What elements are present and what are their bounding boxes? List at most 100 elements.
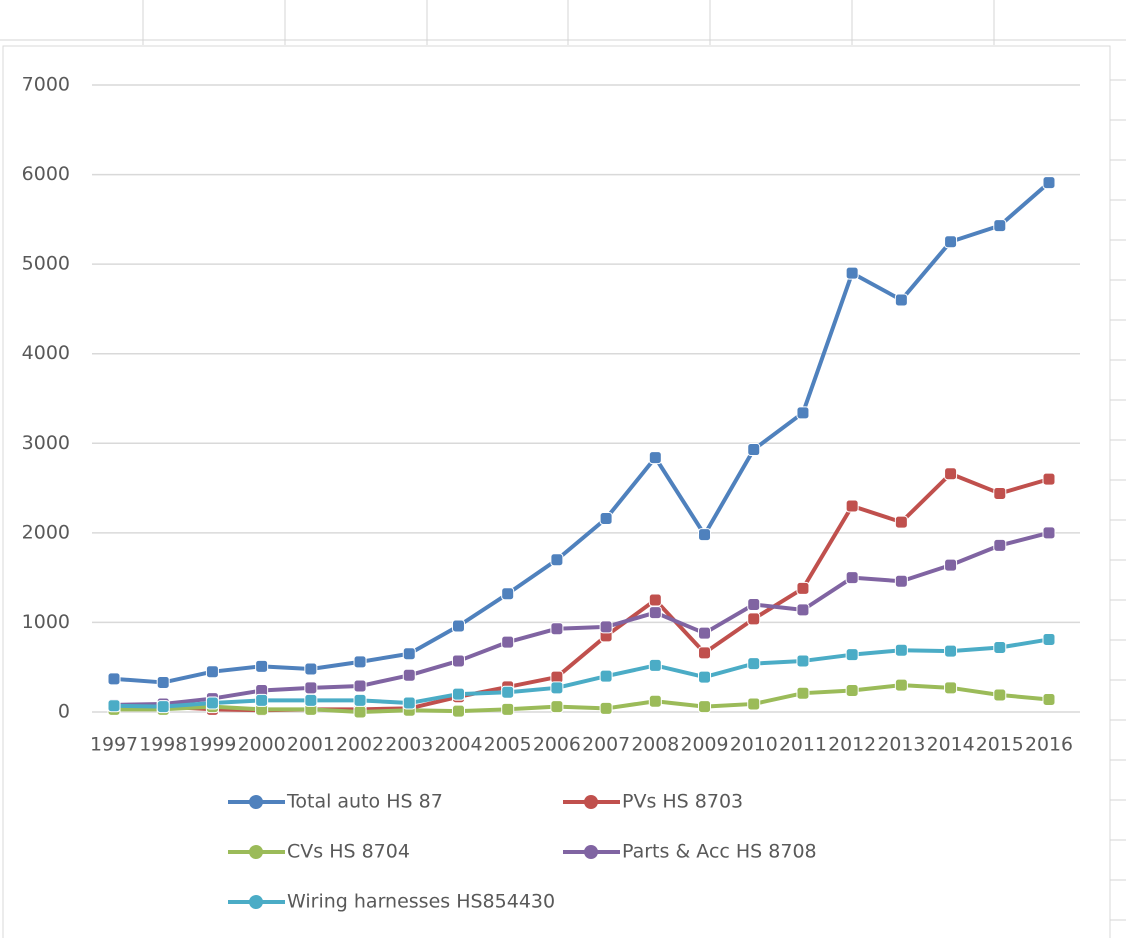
data-point	[944, 644, 958, 658]
data-point	[550, 681, 564, 695]
y-tick-label: 5000	[22, 253, 70, 275]
x-tick-label: 2014	[927, 734, 975, 756]
x-tick-label: 2008	[631, 734, 679, 756]
data-point	[993, 688, 1007, 702]
data-point	[550, 700, 564, 714]
data-point	[501, 702, 515, 716]
x-tick-label: 2009	[681, 734, 729, 756]
data-point	[599, 512, 613, 526]
data-point	[796, 581, 810, 595]
x-tick-label: 2001	[287, 734, 335, 756]
data-point	[402, 668, 416, 682]
data-point	[648, 593, 662, 607]
x-tick-label: 2015	[976, 734, 1024, 756]
data-point	[550, 622, 564, 636]
legend-marker	[249, 895, 263, 909]
data-point	[747, 443, 761, 457]
legend-label: PVs HS 8703	[622, 791, 743, 813]
series-line	[113, 637, 1050, 709]
x-tick-label: 2002	[336, 734, 384, 756]
series-line	[113, 181, 1051, 685]
data-point	[796, 406, 810, 420]
data-point	[501, 635, 515, 649]
legend-marker	[249, 845, 263, 859]
legend-marker	[584, 795, 598, 809]
data-point	[205, 696, 219, 710]
data-point	[451, 704, 465, 718]
spreadsheet-grid	[0, 0, 1126, 921]
data-point	[698, 626, 712, 640]
y-tick-label: 0	[58, 701, 70, 723]
data-point	[353, 655, 367, 669]
data-point	[1042, 526, 1056, 540]
data-point	[894, 643, 908, 657]
data-point	[451, 619, 465, 633]
data-point	[304, 681, 318, 695]
y-tick-label: 4000	[22, 342, 70, 364]
data-point	[107, 699, 121, 713]
data-point	[747, 697, 761, 711]
data-point	[353, 705, 367, 719]
data-point	[796, 603, 810, 617]
data-point	[698, 700, 712, 714]
data-point	[402, 647, 416, 661]
x-tick-label: 2007	[582, 734, 630, 756]
data-point	[550, 670, 564, 684]
data-point	[599, 701, 613, 715]
data-point	[845, 648, 859, 662]
data-point	[747, 612, 761, 626]
data-point	[156, 675, 170, 689]
data-point	[747, 657, 761, 671]
data-point	[944, 681, 958, 695]
data-point	[845, 684, 859, 698]
data-point	[1042, 632, 1056, 646]
x-tick-label: 2013	[877, 734, 925, 756]
data-point	[845, 571, 859, 585]
data-point	[648, 658, 662, 672]
data-point	[894, 515, 908, 529]
legend-label: Wiring harnesses HS854430	[287, 891, 555, 913]
data-point	[255, 659, 269, 673]
data-point	[550, 553, 564, 567]
legend-label: Total auto HS 87	[286, 791, 443, 813]
data-point	[156, 700, 170, 714]
series-line	[114, 683, 1050, 714]
data-point	[944, 235, 958, 249]
data-point	[894, 293, 908, 307]
x-tick-label: 2004	[434, 734, 482, 756]
data-point	[304, 662, 318, 676]
data-point	[648, 606, 662, 620]
y-tick-label: 6000	[22, 163, 70, 185]
x-tick-label: 2016	[1025, 734, 1073, 756]
data-point	[451, 687, 465, 701]
data-point	[402, 696, 416, 710]
x-tick-label: 2003	[385, 734, 433, 756]
x-tick-label: 2011	[779, 734, 827, 756]
data-point	[796, 686, 810, 700]
x-tick-label: 2005	[484, 734, 532, 756]
x-tick-label: 2012	[828, 734, 876, 756]
data-point	[993, 219, 1007, 233]
data-point	[501, 587, 515, 601]
y-tick-label: 7000	[22, 74, 70, 96]
data-point	[353, 693, 367, 707]
data-point	[845, 499, 859, 513]
data-point	[599, 669, 613, 683]
data-point	[894, 574, 908, 588]
data-point	[944, 558, 958, 572]
data-point	[698, 670, 712, 684]
legend-marker	[584, 845, 598, 859]
data-point	[107, 672, 121, 686]
data-point	[796, 654, 810, 668]
data-point	[944, 467, 958, 481]
data-point	[205, 665, 219, 679]
y-tick-label: 3000	[22, 432, 70, 454]
data-point	[353, 679, 367, 693]
data-point	[451, 654, 465, 668]
series-line	[113, 530, 1050, 707]
y-tick-label: 2000	[22, 521, 70, 543]
data-point	[648, 694, 662, 708]
legend-label: Parts & Acc HS 8708	[622, 841, 817, 863]
data-point	[894, 678, 908, 692]
